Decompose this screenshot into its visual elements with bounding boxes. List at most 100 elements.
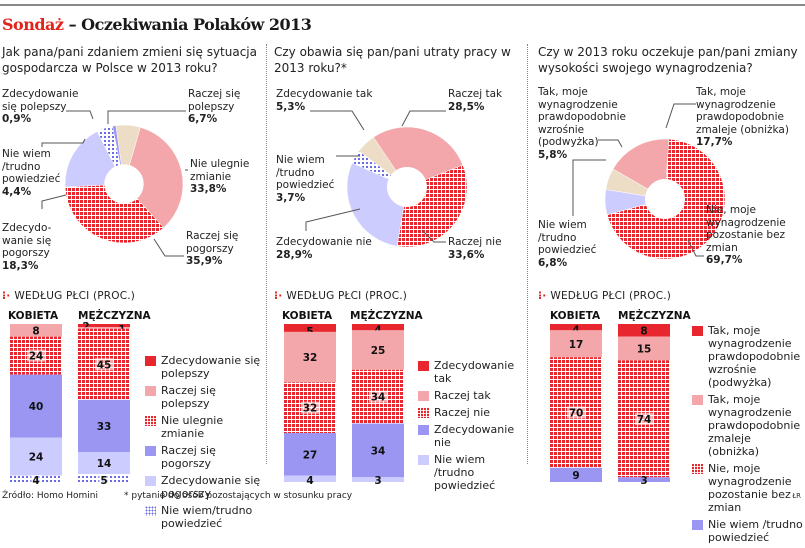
bar-value-label: 17: [569, 339, 584, 351]
pie-label-value: 5,8%: [538, 148, 568, 161]
bar-value-label: 2: [82, 321, 89, 333]
leader-line: [421, 229, 446, 243]
legend-label: Raczej nie: [434, 406, 491, 419]
pie-chart-salary: [604, 138, 726, 260]
leader-line: [107, 110, 186, 124]
pie-label-text: Zdecydowanie tak: [276, 88, 373, 100]
legend-label: Nie wiem/trudno powiedzieć: [161, 504, 253, 530]
bar-segment-raczej-sie-pogorszy: [78, 399, 130, 452]
legend-swatch: [418, 361, 429, 371]
legend-item-nie-wiem-trudno-powiedziec: Nie wiem /trudno powiedzieć: [692, 518, 803, 544]
bar-segment-nie-wiem-trudno-powiedziec: [550, 467, 602, 482]
page-title: Sondaż – Oczekiwania Polaków 2013: [2, 15, 312, 34]
pie-label: Raczej się polepszy 6,7%: [188, 88, 258, 126]
pie-label: Tak, moje wynagrodzenie prawdopodobnie z…: [696, 86, 801, 149]
legend-item-nie-wiem-trudno-powiedziec: Nie wiem/trudno powiedzieć: [145, 504, 265, 530]
pie-label-value: 3,7%: [276, 191, 306, 204]
dots-icon: ⁝·: [2, 290, 11, 302]
legend-swatch: [145, 506, 156, 516]
column-title-female: KOBIETA: [8, 310, 59, 322]
pie-label-value: 35,9%: [186, 255, 223, 267]
pie-label: Raczej się pogorszy 35,9%: [186, 230, 256, 268]
pie-label: Raczej nie 33,6%: [448, 236, 518, 261]
title-prefix: Sondaż: [2, 15, 64, 34]
leader-line: [665, 103, 696, 129]
bar-segment-raczej-tak: [352, 330, 404, 370]
bar-value-bg: [98, 475, 110, 487]
legend-salary: Tak, moje wynagrodzenie prawdopodobnie w…: [692, 324, 803, 548]
bar-segment-raczej-sie-polepszy: [78, 327, 130, 329]
pie-slice-raczej-sie-pogorszy: [64, 184, 164, 244]
leader-line: [598, 139, 623, 148]
bar-value-label: 4: [306, 475, 313, 487]
panel-economy: Jak pana/pani zdaniem zmieni się sytuacj…: [2, 44, 264, 530]
legend-item-tak-moje-wynagrodzenie-prawdopodobnie-wzrosnie-podwyzka: Tak, moje wynagrodzenie prawdopodobnie w…: [692, 324, 803, 389]
legend-swatch: [692, 395, 703, 405]
bar-value-label: 3: [374, 475, 381, 487]
section-header: ⁝· WEDŁUG PŁCI (PROC.): [2, 290, 135, 302]
bar-value-label: 5: [100, 475, 107, 487]
pie-label-value: 33,8%: [190, 183, 227, 195]
pie-label-text: Nie ulegnie zmianie: [190, 158, 250, 183]
pie-label-value: 6,8%: [538, 256, 568, 269]
legend-label: Nie ulegnie zmianie: [161, 414, 224, 440]
legend-job-loss: Zdecydowanie tak Raczej tak Raczej nie Zdec…: [418, 359, 518, 496]
legend-label: Raczej tak: [434, 389, 491, 402]
legend-label: Tak, moje wynagrodzenie prawdopodobnie w…: [708, 324, 801, 389]
pie-label-text: Nie wiem /trudno powiedzieć: [276, 154, 335, 191]
bar-segment-zdecydowanie-sie-polepszy: [78, 324, 130, 328]
legend-label: Raczej się polepszy: [161, 384, 216, 410]
stacked-bar-chart-job-loss: 5323227442534343: [284, 324, 404, 487]
legend-swatch: [692, 326, 703, 336]
column-title-male: MĘŻCZYZNA: [618, 310, 691, 322]
leader-line: [41, 138, 86, 147]
bar-value-label: 24: [29, 351, 44, 363]
pie-slice-tak-moje-wynagrodzenie-prawdopodobnie-wzrosnie-podwyzka: [605, 168, 649, 197]
column-title-male: MĘŻCZYZNA: [350, 310, 423, 322]
pie-label: Nie wiem /trudno powiedzieć 3,7%: [276, 154, 336, 204]
pie-label-text: Nie, moje wynagrodzenie pozostanie bez z…: [706, 204, 786, 254]
legend-label: Zdecydowanie się pogorszy: [161, 474, 261, 500]
pie-label-text: Nie wiem /trudno powiedzieć: [2, 148, 61, 185]
leader-line: [66, 110, 94, 120]
pie-label-value: 0,9%: [2, 113, 32, 125]
bar-value-label: 45: [97, 359, 112, 371]
legend-item-zdecydowanie-sie-pogorszy: Zdecydowanie się pogorszy: [145, 474, 265, 500]
source-note: Źródło: Homo Homini: [2, 491, 98, 501]
legend-item-zdecydowanie-tak: Zdecydowanie tak: [418, 359, 518, 385]
bar-value-label: 32: [303, 352, 318, 364]
pie-label: Zdecydowanie nie 28,9%: [276, 236, 386, 261]
pie-label: Nie wiem /trudno powiedzieć 6,8%: [538, 219, 608, 269]
bar-segment-zdecydowanie-tak: [284, 324, 336, 332]
leader-line: [401, 110, 446, 127]
leader-lines: [305, 110, 446, 243]
legend-item-raczej-sie-pogorszy: Raczej się pogorszy: [145, 444, 265, 470]
pie-label-text: Zdecydowanie nie: [276, 236, 372, 248]
legend-label: Zdecydowanie się polepszy: [161, 354, 261, 380]
pie-label-value: 69,7%: [706, 254, 743, 266]
bar-value-bg: [95, 358, 113, 371]
pie-label-text: Zdecydowanie się polepszy: [2, 88, 79, 113]
legend-swatch: [145, 476, 156, 486]
legend-label: Nie wiem /trudno powiedzieć: [708, 518, 803, 544]
legend-item-zdecydowanie-sie-polepszy: Zdecydowanie się polepszy: [145, 354, 265, 380]
bar-value-label: 8: [32, 325, 39, 337]
bar-value-label: 15: [637, 343, 652, 355]
bar-value-label: 32: [303, 403, 318, 415]
bar-segment-zdecydowanie-tak: [352, 324, 404, 331]
legend-swatch: [418, 408, 429, 418]
pie-slice-nie-ulegnie-zmianie: [129, 127, 184, 229]
pie-label-value: 18,3%: [2, 259, 39, 272]
section-header: ⁝· WEDŁUG PŁCI (PROC.): [274, 290, 407, 302]
pie-label: Zdecydowanie tak 5,3%: [276, 88, 396, 113]
legend-item-zdecydowanie-nie: Zdecydowanie nie: [418, 423, 518, 449]
leader-line: [153, 238, 184, 257]
bar-value-label: 25: [371, 345, 386, 357]
legend-item-nie-moje-wynagrodzenie-pozostanie-bez-zmian: Nie, moje wynagrodzenie pozostanie bez z…: [692, 462, 803, 514]
legend-economy: Zdecydowanie się polepszy Raczej się pole…: [145, 354, 265, 534]
pie-slice-zdecydowanie-sie-polepszy: [112, 125, 122, 166]
bar-segment-raczej-sie-pogorszy: [10, 374, 62, 438]
question-title: Czy w 2013 roku oczekuje pan/pani zmiany…: [538, 45, 798, 75]
bar-segment-zdecydowanie-sie-pogorszy: [10, 437, 62, 476]
pie-chart-job-loss: [346, 126, 468, 248]
